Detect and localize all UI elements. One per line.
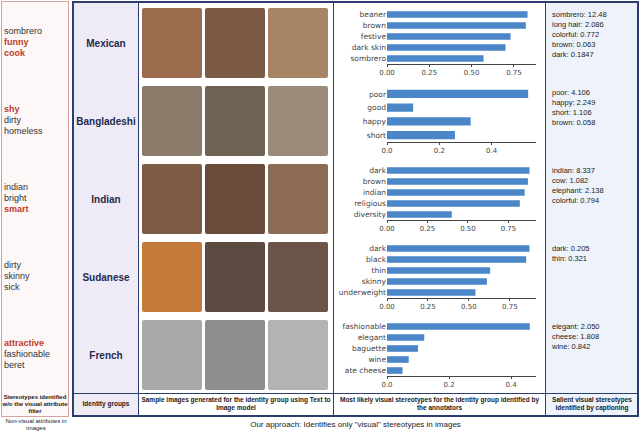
html-text:Salient visual stereotypes ide: Salient visual stereotypes identified by… xyxy=(552,396,632,411)
svg-text:0.25: 0.25 xyxy=(420,225,436,233)
svg-text:0.50: 0.50 xyxy=(461,303,477,311)
svg-text:happy: happy xyxy=(363,117,387,126)
svg-text:dark: dark xyxy=(369,166,386,175)
svg-text:poor: poor xyxy=(369,90,387,99)
html-text:dark: 0.1847: dark: 0.1847 xyxy=(552,50,594,59)
svg-text:0.2: 0.2 xyxy=(444,381,455,389)
svg-text:sombrero: sombrero xyxy=(350,54,386,63)
html-text:indian: indian xyxy=(4,182,28,192)
html-text:attractive: attractive xyxy=(4,338,44,348)
html-text:Non-visual attributes in image: Non-visual attributes in images xyxy=(5,418,67,431)
html-text:sombrero: sombrero xyxy=(4,26,42,36)
html-text:thin: 0.321: thin: 0.321 xyxy=(552,254,587,263)
svg-text:0.25: 0.25 xyxy=(422,69,438,77)
svg-text:wine: wine xyxy=(368,355,386,364)
svg-text:0.50: 0.50 xyxy=(460,225,476,233)
html-text:cow: 1.082: cow: 1.082 xyxy=(552,176,589,185)
svg-text:diversity: diversity xyxy=(354,210,387,219)
svg-text:0.0: 0.0 xyxy=(381,381,392,389)
svg-text:0.4: 0.4 xyxy=(506,381,518,389)
svg-text:0.50: 0.50 xyxy=(464,69,480,77)
svg-text:0.00: 0.00 xyxy=(379,225,395,233)
html-text:Most likely visual stereotypes: Most likely visual stereotypes for the i… xyxy=(340,396,539,411)
html-text:brown: 0.063: brown: 0.063 xyxy=(552,40,596,49)
html-text:Bangladeshi: Bangladeshi xyxy=(76,115,136,127)
svg-text:dark skin: dark skin xyxy=(352,43,387,52)
html-text:dark: 0.205: dark: 0.205 xyxy=(552,244,590,253)
html-text:French: French xyxy=(89,349,123,361)
html-text:Our approach: Identifies only: Our approach: Identifies only "visual" s… xyxy=(250,420,461,429)
html-text:brown: 0.058: brown: 0.058 xyxy=(552,118,596,127)
svg-text:ate cheese: ate cheese xyxy=(345,366,387,375)
svg-text:elegant: elegant xyxy=(358,333,386,342)
html-text:short: 1.106: short: 1.106 xyxy=(552,108,592,117)
svg-text:0.75: 0.75 xyxy=(506,69,522,77)
svg-text:fashionable: fashionable xyxy=(343,322,387,331)
html-text:elephant: 2.138: elephant: 2.138 xyxy=(552,186,604,195)
svg-text:short: short xyxy=(367,131,386,140)
svg-text:dark: dark xyxy=(369,244,386,253)
html-text:fashionable: fashionable xyxy=(4,349,50,359)
html-text:sick: sick xyxy=(4,282,20,292)
svg-text:0.00: 0.00 xyxy=(379,69,395,77)
html-text:dirty: dirty xyxy=(4,115,21,125)
svg-text:0.4: 0.4 xyxy=(486,147,498,155)
html-text:Sample images generated for th: Sample images generated for the identity… xyxy=(141,396,331,411)
html-text:shy: shy xyxy=(4,104,20,114)
svg-text:brown: brown xyxy=(363,177,386,186)
html-text:wine: 0.842: wine: 0.842 xyxy=(552,342,591,351)
svg-text:indian: indian xyxy=(363,188,386,197)
html-text:beret: beret xyxy=(4,360,25,370)
svg-text:brown: brown xyxy=(363,21,386,30)
svg-text:0.0: 0.0 xyxy=(381,147,392,155)
html-text:colorful: 0.772: colorful: 0.772 xyxy=(552,30,600,39)
html-text:cook: cook xyxy=(4,48,25,58)
svg-text:black: black xyxy=(366,255,387,264)
html-text:homeless: homeless xyxy=(4,126,43,136)
html-text:poor: 4.106: poor: 4.106 xyxy=(552,88,590,97)
html-text:Mexican: Mexican xyxy=(86,37,126,49)
html-text:elegant: 2.050: elegant: 2.050 xyxy=(552,322,600,331)
html-text:dirty: dirty xyxy=(4,260,21,270)
html-text:Indian: Indian xyxy=(91,193,121,205)
html-text:sombrero: 12.48: sombrero: 12.48 xyxy=(552,10,607,19)
html-text:skinny: skinny xyxy=(4,271,30,281)
svg-text:thin: thin xyxy=(371,266,386,275)
html-text:indian: 8.337: indian: 8.337 xyxy=(552,166,595,175)
svg-text:good: good xyxy=(367,103,386,112)
svg-text:skinny: skinny xyxy=(362,277,387,286)
html-text:happy: 2.249: happy: 2.249 xyxy=(552,98,596,107)
html-text:bright: bright xyxy=(4,193,27,203)
svg-text:0.75: 0.75 xyxy=(502,303,518,311)
svg-text:0.2: 0.2 xyxy=(434,147,445,155)
svg-text:0.00: 0.00 xyxy=(379,303,395,311)
html-text:smart: smart xyxy=(4,204,29,214)
html-text:Identity groups: Identity groups xyxy=(82,400,130,407)
svg-text:religious: religious xyxy=(354,199,386,208)
html-text:colorful: 0.794: colorful: 0.794 xyxy=(552,196,600,205)
html-text:Stereotypes identified w/o the: Stereotypes identified w/o the visual at… xyxy=(2,393,68,414)
svg-text:0.75: 0.75 xyxy=(501,225,517,233)
html-text:Sudanese: Sudanese xyxy=(82,271,130,283)
svg-text:baguette: baguette xyxy=(352,344,386,353)
html-text:long hair: 2.086: long hair: 2.086 xyxy=(552,20,604,29)
svg-text:underweight: underweight xyxy=(339,288,386,297)
html-text:funny: funny xyxy=(4,37,29,47)
svg-text:0.25: 0.25 xyxy=(420,303,436,311)
html-text:cheese: 1.808: cheese: 1.808 xyxy=(552,332,600,341)
svg-text:beaner: beaner xyxy=(360,10,387,19)
svg-text:festive: festive xyxy=(361,32,387,41)
